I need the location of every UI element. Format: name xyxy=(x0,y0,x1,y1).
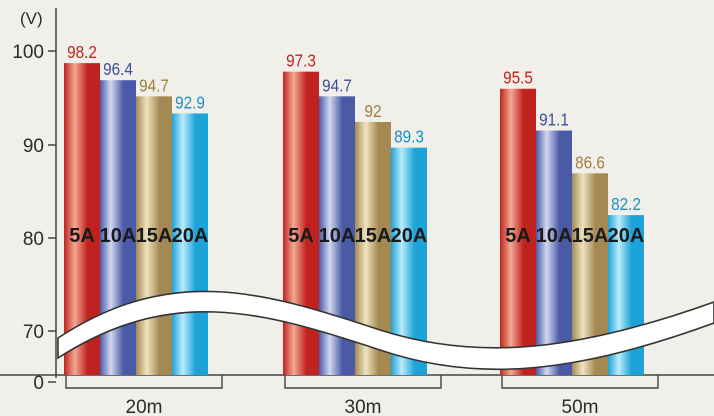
y-tick-label: 80 xyxy=(23,229,44,250)
series-label: 5A xyxy=(69,225,95,247)
series-label: 10A xyxy=(100,225,137,247)
y-tick-label: 0 xyxy=(33,373,44,394)
y-tick-label: 90 xyxy=(23,136,44,157)
category-label: 30m xyxy=(345,397,382,416)
axis-break-band xyxy=(57,290,714,371)
y-tick-label: 70 xyxy=(23,322,44,343)
series-label: 20A xyxy=(172,225,209,247)
series-label: 20A xyxy=(608,225,645,247)
category-label: 20m xyxy=(126,397,163,416)
series-label: 15A xyxy=(572,225,609,247)
data-label: 94.7 xyxy=(322,75,352,95)
category-label: 50m xyxy=(562,397,599,416)
series-label: 15A xyxy=(355,225,392,247)
data-label: 91.1 xyxy=(539,109,569,129)
y-tick-label: 100 xyxy=(12,42,44,63)
group-bracket xyxy=(501,375,659,389)
data-label: 92.9 xyxy=(175,92,205,112)
group-bracket xyxy=(284,375,442,389)
bar-5A-50m xyxy=(500,88,536,375)
bar-20A-20m xyxy=(172,113,208,375)
data-label: 86.6 xyxy=(575,152,605,172)
data-label: 82.2 xyxy=(611,194,641,214)
series-label: 10A xyxy=(319,225,356,247)
data-label: 97.3 xyxy=(286,50,316,70)
data-label: 94.7 xyxy=(139,75,169,95)
data-label: 96.4 xyxy=(103,59,133,79)
bar-10A-50m xyxy=(536,130,572,375)
series-label: 15A xyxy=(136,225,173,247)
series-label: 20A xyxy=(391,225,428,247)
data-label: 98.2 xyxy=(67,42,97,62)
group-bracket xyxy=(65,375,223,389)
data-label: 95.5 xyxy=(503,68,533,88)
series-label: 10A xyxy=(536,225,573,247)
series-label: 5A xyxy=(288,225,314,247)
bar-15A-20m xyxy=(136,96,172,375)
series-label: 5A xyxy=(505,225,531,247)
data-label: 92 xyxy=(364,101,381,121)
data-label: 89.3 xyxy=(394,126,424,146)
y-axis-unit: (V) xyxy=(20,9,43,28)
